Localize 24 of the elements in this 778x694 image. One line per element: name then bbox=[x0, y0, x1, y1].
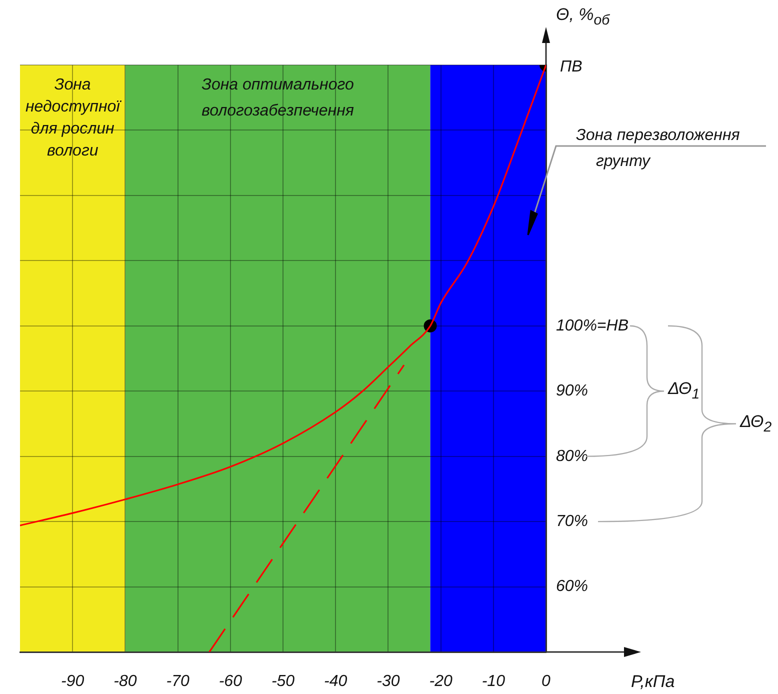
y-tick-label: 70% bbox=[556, 513, 588, 530]
x-tick-label: -60 bbox=[218, 673, 242, 690]
x-axis-title: P,кПа bbox=[631, 672, 675, 692]
band-label: Зона перезволоження грунту bbox=[576, 127, 740, 170]
text: ΔΘ$_{2}$ bbox=[740, 412, 772, 436]
text: ΔΘ$_{1}$ bbox=[668, 379, 700, 402]
line-series bbox=[20, 65, 546, 526]
y-axis-title: Θ, %$_{об}$ bbox=[556, 5, 610, 28]
x-tick-label: -90 bbox=[61, 673, 84, 690]
y-tick-label: 80% bbox=[556, 448, 588, 465]
x-tick-label: -50 bbox=[271, 673, 295, 690]
x-tick-label: -10 bbox=[482, 673, 506, 690]
y-tick-label: 60% bbox=[556, 578, 588, 596]
annotation: ПВ bbox=[560, 58, 583, 76]
x-tick-label: -40 bbox=[324, 673, 348, 690]
y-tick-label: 90% bbox=[556, 382, 588, 400]
x-tick-label: -80 bbox=[114, 673, 137, 690]
band-label: Зона оптимального вологозабезпечення bbox=[202, 76, 354, 120]
x-tick-label: 0 bbox=[542, 673, 551, 690]
x-tick-label: -20 bbox=[429, 673, 452, 690]
x-tick-label: -70 bbox=[166, 673, 190, 690]
band-label: Зона недоступної для рослин вологи bbox=[25, 76, 122, 160]
y-tick-label: 100%=НВ bbox=[556, 317, 629, 334]
x-tick-label: -30 bbox=[376, 673, 400, 690]
